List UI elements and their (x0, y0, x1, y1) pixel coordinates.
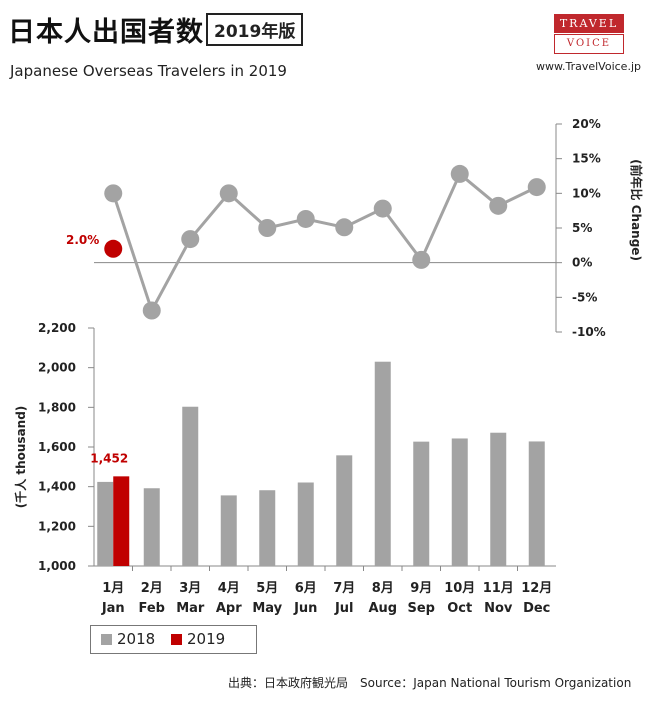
chart-legend: 2018 2019 (90, 625, 257, 654)
line-y-tick-label: 15% (572, 152, 601, 166)
bar-y-tick-label: 2,000 (38, 361, 76, 375)
line-point-2018 (335, 218, 354, 237)
legend-label-2019: 2019 (187, 630, 226, 648)
bar-x-tick-label: 3月 (179, 581, 201, 596)
bar-x-tick-label: 10月 (444, 581, 475, 596)
change-line-chart: 20% 15% 10% 5% 0% -5% -10% (前年比 Change) 2.0% (66, 117, 644, 339)
line-point-2018 (489, 196, 508, 215)
bar-y-tick-label: 1,800 (38, 400, 76, 414)
bar-x-tick-label: 8月 (372, 581, 394, 596)
bar-2018 (336, 455, 353, 566)
line-point-2018 (258, 219, 277, 237)
page-subtitle: Japanese Overseas Travelers in 2019 (10, 62, 287, 80)
bar-2018 (220, 495, 237, 566)
bar-x-tick-label: 7月 (333, 581, 355, 596)
bar-x-tick-label: Apr (216, 601, 242, 616)
bar-2018 (490, 432, 507, 566)
bar-y-tick-label: 2,200 (38, 321, 76, 335)
source-note: 出典：日本政府観光局 Source：Japan National Tourism… (228, 676, 632, 690)
bar-x-tick-label: Mar (176, 601, 205, 616)
bar-2019 (113, 476, 130, 566)
bar-2018 (97, 481, 114, 566)
page-title: 日本人出国者数 (8, 17, 204, 48)
bar-2018 (182, 406, 199, 566)
line-point-2018 (104, 184, 123, 203)
bar-x-tick-label: Feb (139, 601, 165, 616)
line-y-tick-label: -5% (572, 290, 597, 304)
bar-y-tick-label: 1,600 (38, 440, 76, 454)
line-y-tick-label: 0% (572, 256, 592, 270)
line-point-2018 (181, 230, 200, 249)
bar-x-tick-label: Jun (293, 601, 317, 616)
line-point-2018 (219, 184, 238, 203)
bar-2018 (528, 441, 545, 566)
bar-y-tick-label: 1,000 (38, 559, 76, 573)
bar-data-label: 1,452 (90, 451, 128, 465)
bar-y-tick-label: 1,200 (38, 519, 76, 533)
bar-x-tick-label: May (252, 601, 282, 616)
line-point-2018 (373, 199, 392, 218)
bar-x-tick-label: 1月 (102, 581, 124, 596)
legend-swatch-2019 (171, 634, 182, 645)
legend-swatch-2018 (101, 634, 112, 645)
line-point-2018 (296, 209, 315, 228)
line-series-2018 (111, 171, 538, 315)
bar-y-axis-label: (千人 thousand) (13, 406, 28, 509)
travelers-bar-chart: 2,200 2,000 1,800 1,600 1,400 1,200 1,000 (千人 t… (13, 321, 556, 616)
line-y-tick-label: 5% (572, 221, 592, 235)
bar-y-tick-label: 1,400 (38, 480, 76, 494)
line-y-axis-label: (前年比 Change) (629, 159, 644, 261)
bar-x-tick-label: 6月 (295, 581, 317, 596)
site-url[interactable]: www.TravelVoice.jp (536, 60, 641, 73)
bar-x-tick-label: Sep (408, 601, 436, 616)
legend-item-2019: 2019 (171, 630, 225, 648)
travelvoice-logo[interactable]: TRAVEL VOICE (554, 14, 624, 54)
edition-badge: 2019年版 (206, 13, 304, 46)
logo-top-text: TRAVEL (554, 14, 624, 33)
bar-x-tick-label: 9月 (410, 581, 432, 596)
bar-x-tick-label: Jan (101, 601, 125, 616)
bar-x-tick-label: 12月 (521, 581, 552, 596)
line-point-2018 (450, 164, 469, 183)
bar-2018 (413, 441, 430, 566)
line-point-2018 (527, 178, 546, 197)
line-data-label: 2.0% (66, 233, 99, 247)
bar-2018 (259, 490, 276, 566)
line-point-2018 (142, 301, 161, 320)
line-point-2018 (412, 250, 431, 269)
bar-x-tick-label: Aug (368, 601, 397, 616)
bar-x-tick-label: Dec (523, 601, 550, 616)
bar-x-tick-label: Jul (334, 601, 354, 616)
line-y-tick-label: -10% (572, 325, 606, 339)
bar-2018 (143, 488, 160, 566)
bar-2018 (297, 482, 314, 566)
bar-x-tick-label: 2月 (141, 581, 163, 596)
bar-x-tick-label: 11月 (483, 581, 514, 596)
bar-x-tick-label: 4月 (218, 581, 240, 596)
bar-2018 (374, 361, 391, 566)
bar-x-tick-label: Nov (484, 601, 513, 616)
legend-label-2018: 2018 (117, 630, 156, 648)
bar-x-tick-label: Oct (447, 601, 472, 616)
line-y-tick-label: 10% (572, 186, 601, 200)
bar-2018 (451, 438, 468, 566)
line-point-2019 (104, 239, 123, 258)
legend-item-2018: 2018 (101, 630, 155, 648)
line-y-tick-label: 20% (572, 117, 601, 131)
logo-bottom-text: VOICE (554, 34, 624, 54)
bar-x-tick-label: 5月 (256, 581, 278, 596)
